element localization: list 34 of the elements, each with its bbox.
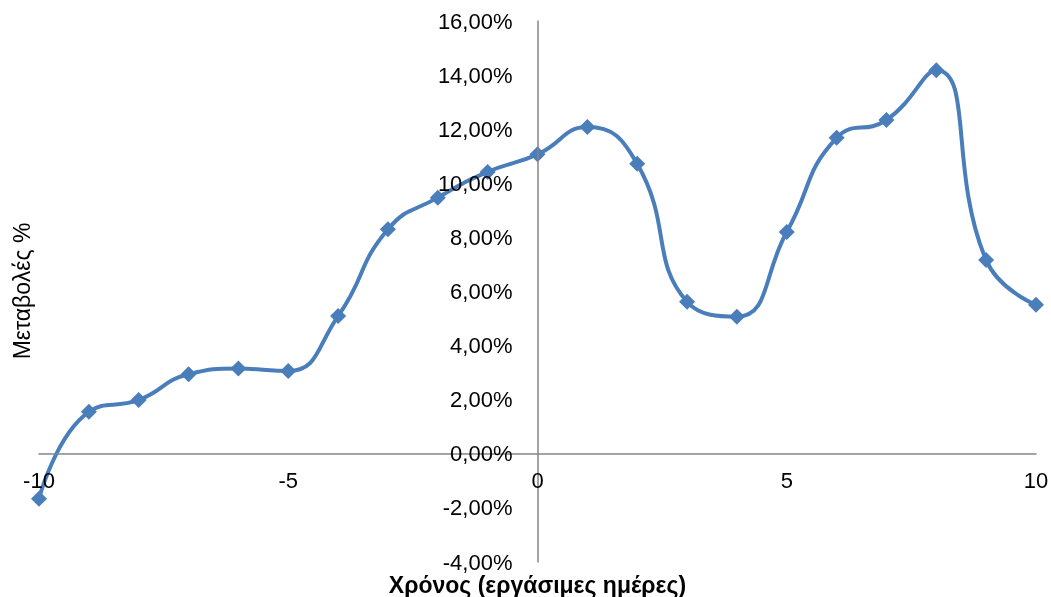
y-tick-label: 0,00%: [450, 441, 513, 467]
point: [330, 308, 347, 325]
x-tick-label: -5: [278, 468, 299, 494]
x-tick-label: 10: [1023, 468, 1049, 494]
point: [828, 129, 845, 146]
y-tick-label: 12,00%: [437, 116, 513, 142]
y-tick-label: 2,00%: [450, 387, 513, 413]
x-axis-title: Χρόνος (εργάσιμες ημέρες): [388, 572, 687, 597]
point: [80, 403, 97, 420]
point: [579, 119, 596, 136]
y-tick-label: 14,00%: [437, 62, 513, 88]
point: [130, 391, 147, 408]
y-tick-label: -4,00%: [442, 549, 513, 575]
point: [31, 490, 47, 507]
y-tick-label: 6,00%: [450, 279, 513, 304]
point: [180, 366, 197, 383]
y-tick-label: -2,00%: [442, 495, 513, 521]
point: [878, 112, 895, 128]
point: [728, 308, 745, 325]
y-tick-label: 16,00%: [437, 8, 513, 34]
point: [379, 221, 396, 238]
y-axis-title: Μεταβολές %: [9, 222, 35, 360]
point: [1028, 296, 1044, 313]
x-tick-label: 0: [531, 468, 544, 494]
point: [230, 360, 247, 377]
y-tick-label: 8,00%: [450, 224, 513, 250]
x-tick-label: 5: [780, 468, 793, 494]
point: [679, 293, 696, 310]
point: [978, 252, 995, 269]
point: [629, 155, 646, 172]
y-tick-label: 4,00%: [450, 333, 513, 359]
point: [928, 62, 945, 79]
point: [778, 223, 795, 240]
point: [280, 363, 297, 380]
